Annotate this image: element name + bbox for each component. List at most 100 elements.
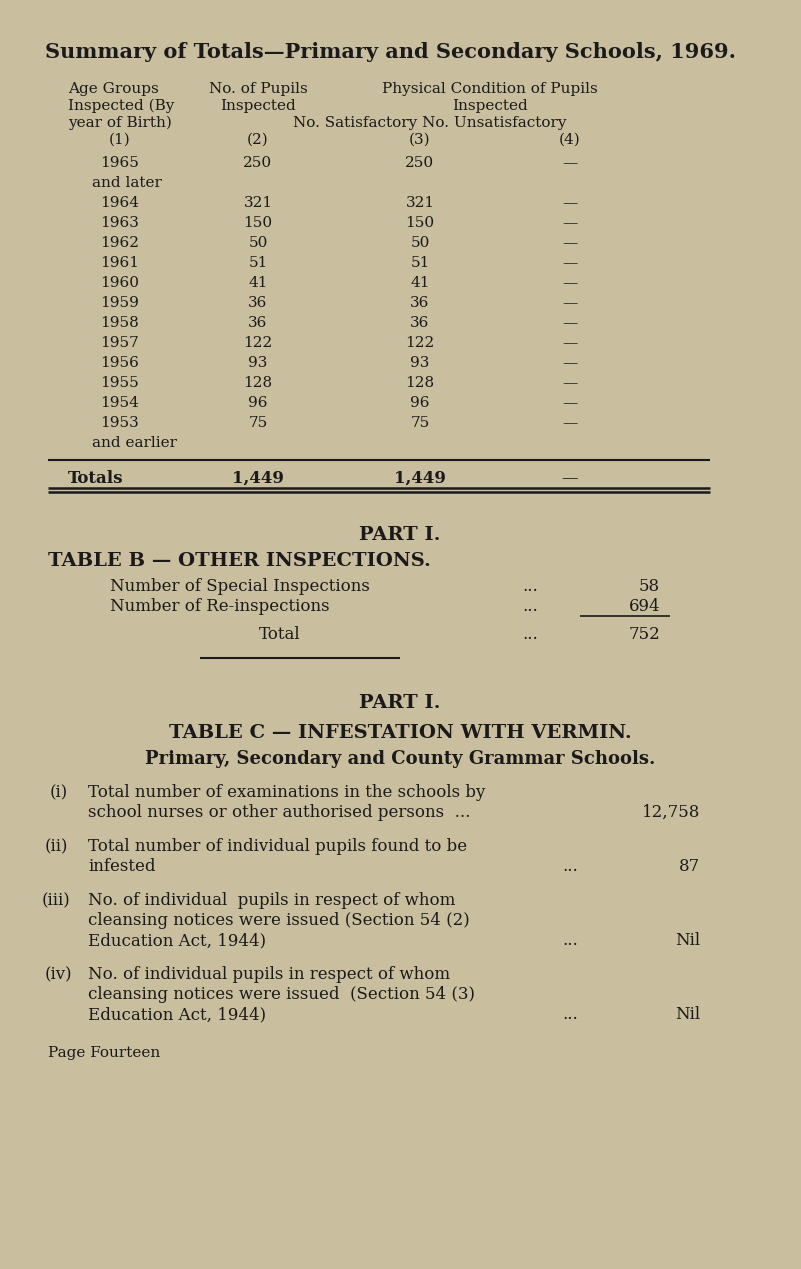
Text: (2): (2) bbox=[248, 133, 269, 147]
Text: —: — bbox=[562, 256, 578, 270]
Text: Number of Special Inspections: Number of Special Inspections bbox=[110, 577, 370, 595]
Text: Physical Condition of Pupils: Physical Condition of Pupils bbox=[382, 82, 598, 96]
Text: 150: 150 bbox=[405, 216, 435, 230]
Text: 36: 36 bbox=[410, 296, 429, 310]
Text: 50: 50 bbox=[410, 236, 429, 250]
Text: No. Satisfactory No. Unsatisfactory: No. Satisfactory No. Unsatisfactory bbox=[293, 115, 567, 129]
Text: ...: ... bbox=[522, 598, 538, 615]
Text: —: — bbox=[562, 416, 578, 430]
Text: —: — bbox=[562, 195, 578, 209]
Text: 75: 75 bbox=[410, 416, 429, 430]
Text: Nil: Nil bbox=[675, 931, 700, 949]
Text: —: — bbox=[562, 296, 578, 310]
Text: ...: ... bbox=[562, 858, 578, 876]
Text: TABLE C — INFESTATION WITH VERMIN.: TABLE C — INFESTATION WITH VERMIN. bbox=[169, 725, 631, 742]
Text: 1960: 1960 bbox=[100, 275, 139, 291]
Text: 50: 50 bbox=[248, 236, 268, 250]
Text: No. of Pupils: No. of Pupils bbox=[208, 82, 308, 96]
Text: 250: 250 bbox=[244, 156, 272, 170]
Text: (4): (4) bbox=[559, 133, 581, 147]
Text: 36: 36 bbox=[410, 316, 429, 330]
Text: cleansing notices were issued  (Section 54 (3): cleansing notices were issued (Section 5… bbox=[88, 986, 475, 1003]
Text: No. of individual pupils in respect of whom: No. of individual pupils in respect of w… bbox=[88, 966, 450, 983]
Text: Nil: Nil bbox=[675, 1006, 700, 1023]
Text: TABLE B — OTHER INSPECTIONS.: TABLE B — OTHER INSPECTIONS. bbox=[48, 552, 431, 570]
Text: 41: 41 bbox=[410, 275, 430, 291]
Text: 1961: 1961 bbox=[100, 256, 139, 270]
Text: 51: 51 bbox=[248, 256, 268, 270]
Text: 41: 41 bbox=[248, 275, 268, 291]
Text: PART I.: PART I. bbox=[360, 694, 441, 712]
Text: 1963: 1963 bbox=[101, 216, 139, 230]
Text: 12,758: 12,758 bbox=[642, 805, 700, 821]
Text: 58: 58 bbox=[639, 577, 660, 595]
Text: year of Birth): year of Birth) bbox=[68, 115, 172, 131]
Text: 1955: 1955 bbox=[101, 376, 139, 390]
Text: Summary of Totals—Primary and Secondary Schools, 1969.: Summary of Totals—Primary and Secondary … bbox=[45, 42, 736, 62]
Text: Page Fourteen: Page Fourteen bbox=[48, 1046, 160, 1060]
Text: 1958: 1958 bbox=[101, 316, 139, 330]
Text: 321: 321 bbox=[244, 195, 272, 209]
Text: and earlier: and earlier bbox=[92, 437, 177, 450]
Text: 36: 36 bbox=[248, 316, 268, 330]
Text: school nurses or other authorised persons  ...: school nurses or other authorised person… bbox=[88, 805, 470, 821]
Text: 1957: 1957 bbox=[101, 336, 139, 350]
Text: ...: ... bbox=[562, 931, 578, 949]
Text: Inspected: Inspected bbox=[452, 99, 528, 113]
Text: (i): (i) bbox=[50, 784, 68, 801]
Text: Primary, Secondary and County Grammar Schools.: Primary, Secondary and County Grammar Sc… bbox=[145, 750, 655, 768]
Text: and later: and later bbox=[92, 176, 162, 190]
Text: 75: 75 bbox=[248, 416, 268, 430]
Text: Age Groups: Age Groups bbox=[68, 82, 159, 96]
Text: (3): (3) bbox=[409, 133, 431, 147]
Text: 122: 122 bbox=[405, 336, 435, 350]
Text: 1965: 1965 bbox=[101, 156, 139, 170]
Text: 1,449: 1,449 bbox=[232, 470, 284, 487]
Text: ...: ... bbox=[522, 577, 538, 595]
Text: infested: infested bbox=[88, 858, 155, 876]
Text: 128: 128 bbox=[405, 376, 435, 390]
Text: 1959: 1959 bbox=[101, 296, 139, 310]
Text: 122: 122 bbox=[244, 336, 272, 350]
Text: 1956: 1956 bbox=[101, 357, 139, 371]
Text: —: — bbox=[562, 470, 578, 487]
Text: (iii): (iii) bbox=[42, 892, 70, 909]
Text: —: — bbox=[562, 316, 578, 330]
Text: 150: 150 bbox=[244, 216, 272, 230]
Text: 321: 321 bbox=[405, 195, 435, 209]
Text: 1962: 1962 bbox=[100, 236, 139, 250]
Text: 51: 51 bbox=[410, 256, 429, 270]
Text: 93: 93 bbox=[410, 357, 429, 371]
Text: Number of Re-inspections: Number of Re-inspections bbox=[110, 598, 330, 615]
Text: (ii): (ii) bbox=[45, 838, 69, 855]
Text: Inspected: Inspected bbox=[220, 99, 296, 113]
Text: Total number of examinations in the schools by: Total number of examinations in the scho… bbox=[88, 784, 485, 801]
Text: Education Act, 1944): Education Act, 1944) bbox=[88, 1006, 266, 1023]
Text: —: — bbox=[562, 376, 578, 390]
Text: —: — bbox=[562, 396, 578, 410]
Text: —: — bbox=[562, 336, 578, 350]
Text: (1): (1) bbox=[109, 133, 131, 147]
Text: Totals: Totals bbox=[68, 470, 123, 487]
Text: —: — bbox=[562, 156, 578, 170]
Text: Total number of individual pupils found to be: Total number of individual pupils found … bbox=[88, 838, 467, 855]
Text: 752: 752 bbox=[628, 626, 660, 643]
Text: 36: 36 bbox=[248, 296, 268, 310]
Text: —: — bbox=[562, 275, 578, 291]
Text: 1,449: 1,449 bbox=[394, 470, 446, 487]
Text: —: — bbox=[562, 357, 578, 371]
Text: 96: 96 bbox=[248, 396, 268, 410]
Text: (iv): (iv) bbox=[45, 966, 73, 983]
Text: —: — bbox=[562, 216, 578, 230]
Text: 694: 694 bbox=[628, 598, 660, 615]
Text: ...: ... bbox=[522, 626, 538, 643]
Text: 1964: 1964 bbox=[100, 195, 139, 209]
Text: PART I.: PART I. bbox=[360, 525, 441, 544]
Text: Inspected (By: Inspected (By bbox=[68, 99, 175, 113]
Text: Total: Total bbox=[260, 626, 301, 643]
Text: —: — bbox=[562, 236, 578, 250]
Text: 1953: 1953 bbox=[101, 416, 139, 430]
Text: 93: 93 bbox=[248, 357, 268, 371]
Text: ...: ... bbox=[562, 1006, 578, 1023]
Text: 128: 128 bbox=[244, 376, 272, 390]
